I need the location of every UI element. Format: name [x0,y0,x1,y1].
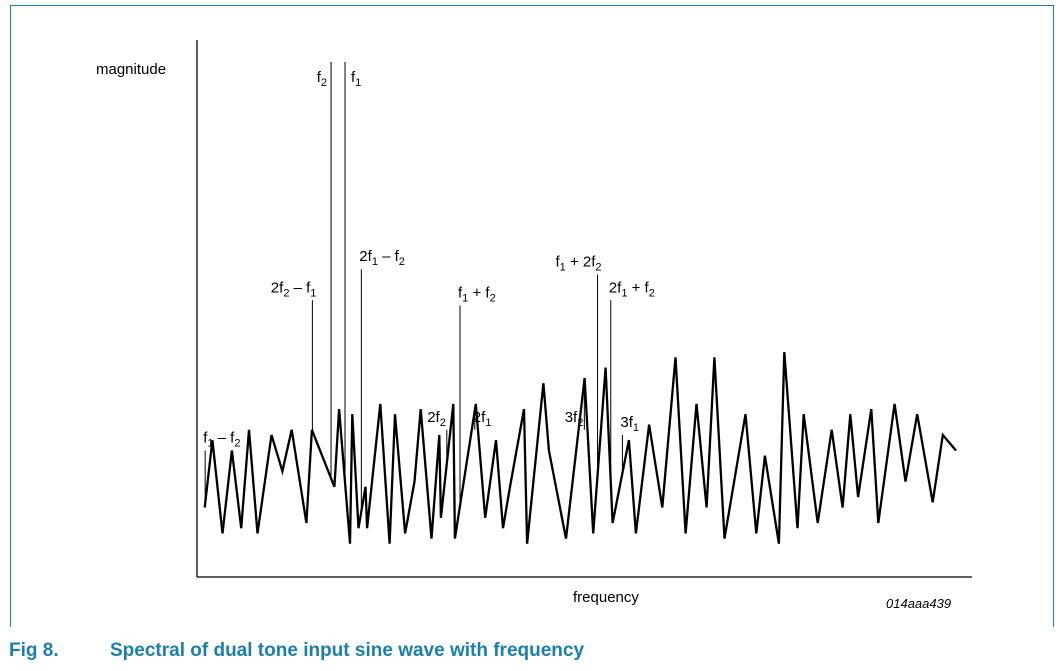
x-axis-label: frequency [573,589,639,606]
spectrum-chart: magnitude frequency 014aaa439 f1 – f2 2f2… [96,40,972,611]
figure-code: 014aaa439 [886,596,951,611]
annotation-label-1: 2f2 – f1 [271,279,317,299]
annotation-label-11: 3f1 [620,414,639,434]
figure-caption-text: Spectral of dual tone input sine wave wi… [110,640,585,661]
annotation-label-6: f1 + f2 [458,285,496,305]
y-axis-label: magnitude [96,61,166,78]
annotation-label-4: 2f1 – f2 [359,248,405,268]
annotation-label-10: 2f1 + f2 [609,279,655,299]
figure-number: Fig 8. [9,640,59,661]
spectrum-series-line [203,352,957,544]
annotation-label-0: f1 – f2 [203,430,240,450]
figure-caption: Fig 8. Spectral of dual tone input sine w… [9,640,584,662]
annotation-label-2: f2 [317,69,327,89]
annotation-label-5: 2f2 [427,409,446,429]
annotation-label-3: f1 [351,69,361,89]
annotation-label-9: f1 + 2f2 [556,253,602,273]
